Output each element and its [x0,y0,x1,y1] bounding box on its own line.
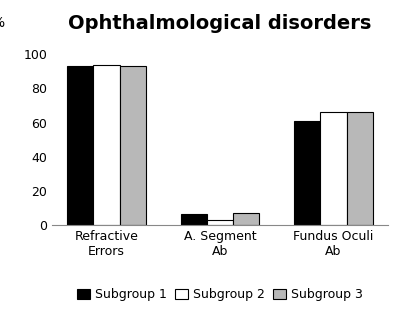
Text: %: % [0,16,5,30]
Bar [181,214,207,225]
Title: Ophthalmological disorders: Ophthalmological disorders [68,14,372,33]
Bar [233,213,259,225]
Bar [320,112,347,225]
Bar [120,66,146,225]
Legend: Subgroup 1, Subgroup 2, Subgroup 3: Subgroup 1, Subgroup 2, Subgroup 3 [72,283,368,306]
Bar [347,112,373,225]
Bar [93,65,120,225]
Bar [294,121,320,225]
Bar [67,66,93,225]
Bar [207,220,233,225]
